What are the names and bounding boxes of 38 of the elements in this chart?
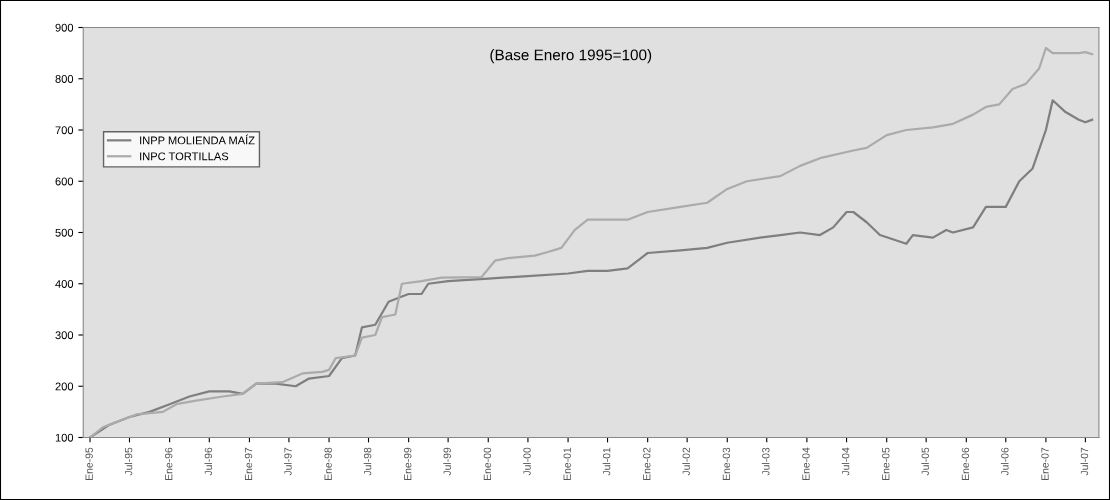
x-tick-label: Ene-01 <box>563 447 571 480</box>
x-tick-label: Jul-03 <box>761 447 770 476</box>
y-tick-label: 300 <box>55 331 74 340</box>
x-tick-label: Jul-06 <box>1000 447 1009 476</box>
x-tick-label: Jul-04 <box>841 447 850 476</box>
x-tick-label: Ene-97 <box>244 447 253 480</box>
x-tick-label: Jul-07 <box>1080 447 1089 476</box>
x-tick-label: Jul-97 <box>284 447 292 476</box>
x-tick-label: Jul-96 <box>204 447 213 476</box>
x-tick-label: Jul-02 <box>682 447 690 476</box>
x-tick-label: Ene-05 <box>882 447 890 480</box>
x-tick-label: Jul-99 <box>443 447 451 476</box>
legend-label: INPP MOLIENDA MAÍZ <box>140 134 255 145</box>
y-tick-label: 400 <box>55 280 74 288</box>
y-tick-label: 800 <box>55 75 74 83</box>
y-tick-label: 100 <box>55 433 74 442</box>
x-tick-label: Ene-04 <box>802 447 810 480</box>
y-tick-label: 700 <box>55 126 74 135</box>
x-tick-label: Ene-98 <box>324 447 332 480</box>
x-tick-label: Jul-05 <box>921 447 929 476</box>
y-tick-label: 900 <box>55 23 74 32</box>
legend-label: INPC TORTILLAS <box>140 152 229 161</box>
x-tick-label: Ene-06 <box>961 447 970 480</box>
x-tick-label: Jul-01 <box>602 447 611 476</box>
x-tick-label: Ene-99 <box>404 447 412 480</box>
x-tick-label: Ene-00 <box>483 447 492 480</box>
x-tick-label: Ene-95 <box>85 447 93 480</box>
x-tick-label: Jul-95 <box>124 447 133 476</box>
annotation: (Base Enero 1995=100) <box>490 49 652 64</box>
y-tick-label: 200 <box>55 382 74 391</box>
x-tick-label: Ene-07 <box>1041 447 1049 480</box>
x-tick-label: Jul-98 <box>363 447 372 476</box>
y-tick-label: 500 <box>55 228 74 237</box>
x-tick-label: Ene-02 <box>643 447 651 480</box>
x-tick-label: Ene-96 <box>165 447 173 480</box>
y-tick-label: 600 <box>55 177 74 186</box>
x-tick-label: Jul-00 <box>523 447 531 476</box>
x-tick-label: Ene-03 <box>722 447 731 480</box>
